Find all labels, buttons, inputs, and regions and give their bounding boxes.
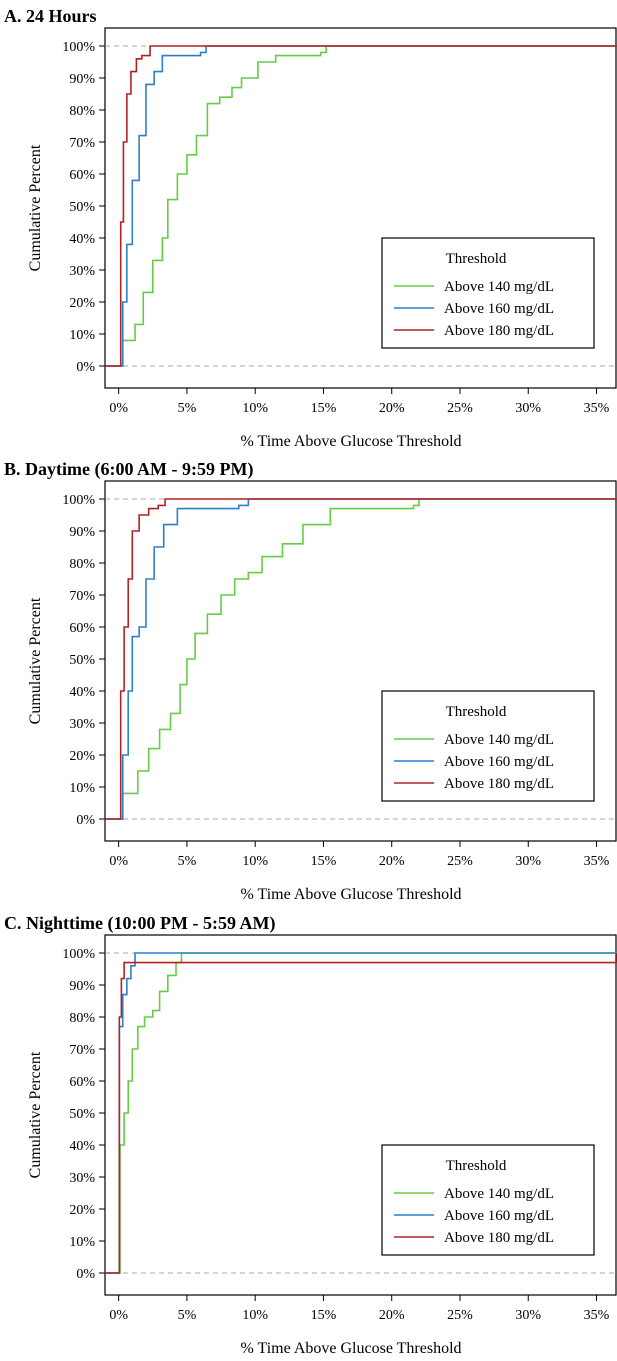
- panel-a-y-tick-label: 60%: [69, 168, 95, 183]
- panel-b-y-tick-label: 90%: [69, 525, 95, 540]
- panel-c-series-green: [105, 952, 617, 1274]
- panel-c-y-tick-label: 60%: [69, 1075, 95, 1090]
- panel-b-x-tick-label: 10%: [242, 854, 268, 869]
- panel-a-x-tick-label: 0%: [109, 401, 128, 416]
- panel-c-plot-frame: [104, 934, 617, 1296]
- panel-c-y-tick-label: 100%: [62, 947, 95, 962]
- panel-b-y-axis-label: Cumulative Percent: [27, 597, 44, 724]
- panel-c-x-tick-label: 20%: [379, 1308, 405, 1323]
- panel-b-y-tick-label: 50%: [69, 653, 95, 668]
- panel-b-y-tick-label: 40%: [69, 685, 95, 700]
- panel-a-y-axis-label: Cumulative Percent: [27, 144, 44, 271]
- panel-b-y-tick-label: 60%: [69, 621, 95, 636]
- panel-c-y-tick-label: 0%: [76, 1267, 95, 1282]
- panel-c-x-tick-label: 0%: [109, 1308, 128, 1323]
- panel-b-y-tick-label: 30%: [69, 717, 95, 732]
- panel-c-series-red: [105, 953, 617, 1274]
- panel-b-legend-label-blue: Above 160 mg/dL: [444, 754, 554, 770]
- panel-a-y-tick-label: 70%: [69, 136, 95, 151]
- panel-b-x-tick-label: 5%: [178, 854, 197, 869]
- panel-c-legend-label-blue: Above 160 mg/dL: [444, 1208, 554, 1224]
- panel-a-legend-title: Threshold: [446, 251, 507, 267]
- panel-c-y-tick-label: 40%: [69, 1139, 95, 1154]
- panel-b-x-tick-label: 25%: [447, 854, 473, 869]
- panel-a-x-tick-label: 30%: [515, 401, 541, 416]
- panel-c-y-tick-label: 20%: [69, 1203, 95, 1218]
- panel-a-legend-label-red: Above 180 mg/dL: [444, 323, 554, 339]
- panel-a-y-tick-label: 10%: [69, 328, 95, 343]
- panel-a-y-tick-label: 90%: [69, 72, 95, 87]
- panel-a-y-tick-label: 50%: [69, 200, 95, 215]
- panel-a-x-tick-label: 25%: [447, 401, 473, 416]
- panel-a-y-tick-label: 80%: [69, 104, 95, 119]
- panel-c-legend-label-red: Above 180 mg/dL: [444, 1230, 554, 1246]
- panel-a-plot-frame: [104, 27, 617, 389]
- panel-a-y-tick-label: 0%: [76, 360, 95, 375]
- panel-b-x-tick-label: 30%: [515, 854, 541, 869]
- panel-b-y-tick-label: 80%: [69, 557, 95, 572]
- panel-a-series-blue: [105, 45, 617, 367]
- panel-c-y-tick-label: 80%: [69, 1011, 95, 1026]
- panel-b-series-blue: [105, 498, 617, 820]
- panel-b-title: B. Daytime (6:00 AM - 9:59 PM): [4, 459, 253, 480]
- panel-a-y-tick-label: 100%: [62, 40, 95, 55]
- panel-a-x-tick-label: 35%: [584, 401, 610, 416]
- panel-c-x-tick-label: 35%: [584, 1308, 610, 1323]
- panel-c-legend-label-green: Above 140 mg/dL: [444, 1186, 554, 1202]
- panel-b-y-tick-label: 10%: [69, 781, 95, 796]
- panel-a-series-green: [105, 45, 617, 367]
- panel-c-y-tick-label: 90%: [69, 979, 95, 994]
- panel-c-y-tick-label: 50%: [69, 1107, 95, 1122]
- panel-b-x-tick-label: 0%: [109, 854, 128, 869]
- panel-c-legend-title: Threshold: [446, 1158, 507, 1174]
- panel-b-x-tick-label: 20%: [379, 854, 405, 869]
- panel-b-y-tick-label: 0%: [76, 813, 95, 828]
- panel-c-y-tick-label: 70%: [69, 1043, 95, 1058]
- panel-a-x-tick-label: 10%: [242, 401, 268, 416]
- panel-c-y-tick-label: 10%: [69, 1235, 95, 1250]
- panel-c-x-tick-label: 25%: [447, 1308, 473, 1323]
- panel-a-y-tick-label: 20%: [69, 296, 95, 311]
- panel-b-legend-label-red: Above 180 mg/dL: [444, 776, 554, 792]
- panel-a-series-red: [105, 45, 617, 367]
- panel-b-y-tick-label: 100%: [62, 493, 95, 508]
- panel-b-x-tick-label: 35%: [584, 854, 610, 869]
- panel-a-x-tick-label: 5%: [178, 401, 197, 416]
- panel-c-title: C. Nighttime (10:00 PM - 5:59 AM): [4, 913, 275, 934]
- panel-b-y-tick-label: 70%: [69, 589, 95, 604]
- panel-b-y-tick-label: 20%: [69, 749, 95, 764]
- panel-c-x-tick-label: 15%: [311, 1308, 337, 1323]
- panel-a-y-tick-label: 40%: [69, 232, 95, 247]
- panel-b-legend-label-green: Above 140 mg/dL: [444, 732, 554, 748]
- panel-a-x-tick-label: 20%: [379, 401, 405, 416]
- panel-a-legend-label-blue: Above 160 mg/dL: [444, 301, 554, 317]
- panel-c-y-tick-label: 30%: [69, 1171, 95, 1186]
- panel-b-plot-frame: [104, 480, 617, 842]
- panel-c-x-tick-label: 30%: [515, 1308, 541, 1323]
- panel-a-title: A. 24 Hours: [4, 6, 97, 26]
- panel-a-x-tick-label: 15%: [311, 401, 337, 416]
- panel-a-legend-label-green: Above 140 mg/dL: [444, 279, 554, 295]
- panel-b-legend-title: Threshold: [446, 704, 507, 720]
- panel-a-x-axis-label: % Time Above Glucose Threshold: [240, 433, 461, 450]
- panel-b-series-green: [105, 498, 617, 820]
- panel-c-x-tick-label: 5%: [178, 1308, 197, 1323]
- panel-c-y-axis-label: Cumulative Percent: [27, 1051, 44, 1178]
- panel-b-x-tick-label: 15%: [311, 854, 337, 869]
- panel-c-x-axis-label: % Time Above Glucose Threshold: [240, 1340, 461, 1357]
- panel-a-y-tick-label: 30%: [69, 264, 95, 279]
- panel-b-series-red: [105, 498, 617, 820]
- panel-b-x-axis-label: % Time Above Glucose Threshold: [240, 886, 461, 903]
- panel-c-x-tick-label: 10%: [242, 1308, 268, 1323]
